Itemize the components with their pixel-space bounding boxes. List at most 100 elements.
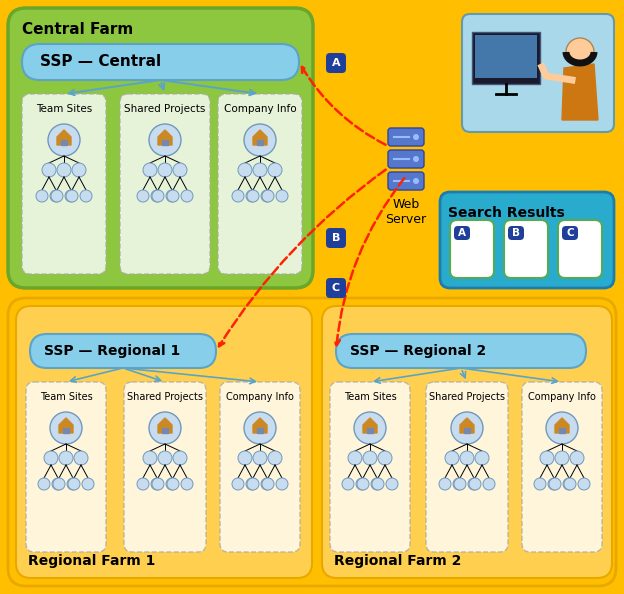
Text: B: B <box>512 228 520 238</box>
Circle shape <box>66 190 78 202</box>
Circle shape <box>149 412 181 444</box>
Circle shape <box>356 478 368 490</box>
Circle shape <box>246 478 258 490</box>
FancyBboxPatch shape <box>330 382 410 552</box>
Circle shape <box>80 190 92 202</box>
Polygon shape <box>57 130 71 145</box>
Circle shape <box>413 156 419 162</box>
Polygon shape <box>61 140 67 145</box>
FancyBboxPatch shape <box>388 150 424 168</box>
Text: SSP — Regional 2: SSP — Regional 2 <box>350 344 486 358</box>
Circle shape <box>65 190 77 202</box>
Polygon shape <box>559 428 565 433</box>
Circle shape <box>261 478 273 490</box>
FancyBboxPatch shape <box>124 382 206 552</box>
FancyBboxPatch shape <box>562 226 578 240</box>
Circle shape <box>50 412 82 444</box>
Circle shape <box>354 412 386 444</box>
FancyBboxPatch shape <box>120 94 210 274</box>
Text: SSP — Central: SSP — Central <box>40 55 161 69</box>
Circle shape <box>232 478 244 490</box>
Circle shape <box>363 451 377 465</box>
Text: Company Info: Company Info <box>226 392 294 402</box>
Circle shape <box>38 478 50 490</box>
Circle shape <box>534 478 546 490</box>
Circle shape <box>36 190 48 202</box>
FancyBboxPatch shape <box>326 278 346 298</box>
Text: Company Info: Company Info <box>223 104 296 114</box>
FancyBboxPatch shape <box>388 172 424 190</box>
Text: Shared Projects: Shared Projects <box>124 104 206 114</box>
Circle shape <box>158 163 172 177</box>
Circle shape <box>181 478 193 490</box>
Circle shape <box>548 478 560 490</box>
Circle shape <box>357 478 369 490</box>
Text: Shared Projects: Shared Projects <box>429 392 505 402</box>
Circle shape <box>246 190 258 202</box>
Circle shape <box>563 478 575 490</box>
Polygon shape <box>162 140 168 145</box>
Circle shape <box>451 412 483 444</box>
Circle shape <box>72 163 86 177</box>
Circle shape <box>173 163 187 177</box>
Circle shape <box>67 478 79 490</box>
Circle shape <box>181 190 193 202</box>
Polygon shape <box>59 418 73 433</box>
Circle shape <box>439 478 451 490</box>
Text: Regional Farm 2: Regional Farm 2 <box>334 554 461 568</box>
Circle shape <box>276 478 288 490</box>
Circle shape <box>564 478 576 490</box>
Circle shape <box>413 134 419 140</box>
Circle shape <box>152 190 164 202</box>
Polygon shape <box>257 428 263 433</box>
Circle shape <box>413 178 419 184</box>
Circle shape <box>578 478 590 490</box>
FancyBboxPatch shape <box>220 382 300 552</box>
Circle shape <box>51 190 63 202</box>
Circle shape <box>44 451 58 465</box>
Circle shape <box>247 190 259 202</box>
Circle shape <box>475 451 489 465</box>
FancyBboxPatch shape <box>322 306 612 578</box>
Circle shape <box>152 478 164 490</box>
Circle shape <box>74 451 88 465</box>
Circle shape <box>149 124 181 156</box>
FancyBboxPatch shape <box>30 334 216 368</box>
Circle shape <box>48 124 80 156</box>
Text: Search Results: Search Results <box>448 206 565 220</box>
FancyBboxPatch shape <box>450 220 494 278</box>
Circle shape <box>244 124 276 156</box>
Text: C: C <box>566 228 574 238</box>
Circle shape <box>167 478 179 490</box>
Text: Company Info: Company Info <box>528 392 596 402</box>
Text: C: C <box>332 283 340 293</box>
FancyBboxPatch shape <box>22 94 106 274</box>
FancyBboxPatch shape <box>462 14 614 132</box>
FancyBboxPatch shape <box>326 228 346 248</box>
Circle shape <box>151 478 163 490</box>
Polygon shape <box>555 418 569 433</box>
Text: Team Sites: Team Sites <box>344 392 396 402</box>
Circle shape <box>546 412 578 444</box>
Circle shape <box>268 163 282 177</box>
FancyBboxPatch shape <box>326 53 346 73</box>
Circle shape <box>53 478 65 490</box>
Circle shape <box>262 478 274 490</box>
Polygon shape <box>460 418 474 433</box>
Text: A: A <box>332 58 340 68</box>
Circle shape <box>468 478 480 490</box>
Circle shape <box>42 163 56 177</box>
Circle shape <box>232 190 244 202</box>
FancyBboxPatch shape <box>8 298 616 586</box>
Circle shape <box>166 478 178 490</box>
Text: Regional Farm 1: Regional Farm 1 <box>28 554 155 568</box>
Circle shape <box>253 451 267 465</box>
Circle shape <box>386 478 398 490</box>
Polygon shape <box>363 418 377 433</box>
Circle shape <box>253 163 267 177</box>
Circle shape <box>52 478 64 490</box>
Circle shape <box>166 190 178 202</box>
Text: Shared Projects: Shared Projects <box>127 392 203 402</box>
Circle shape <box>173 451 187 465</box>
Circle shape <box>276 190 288 202</box>
